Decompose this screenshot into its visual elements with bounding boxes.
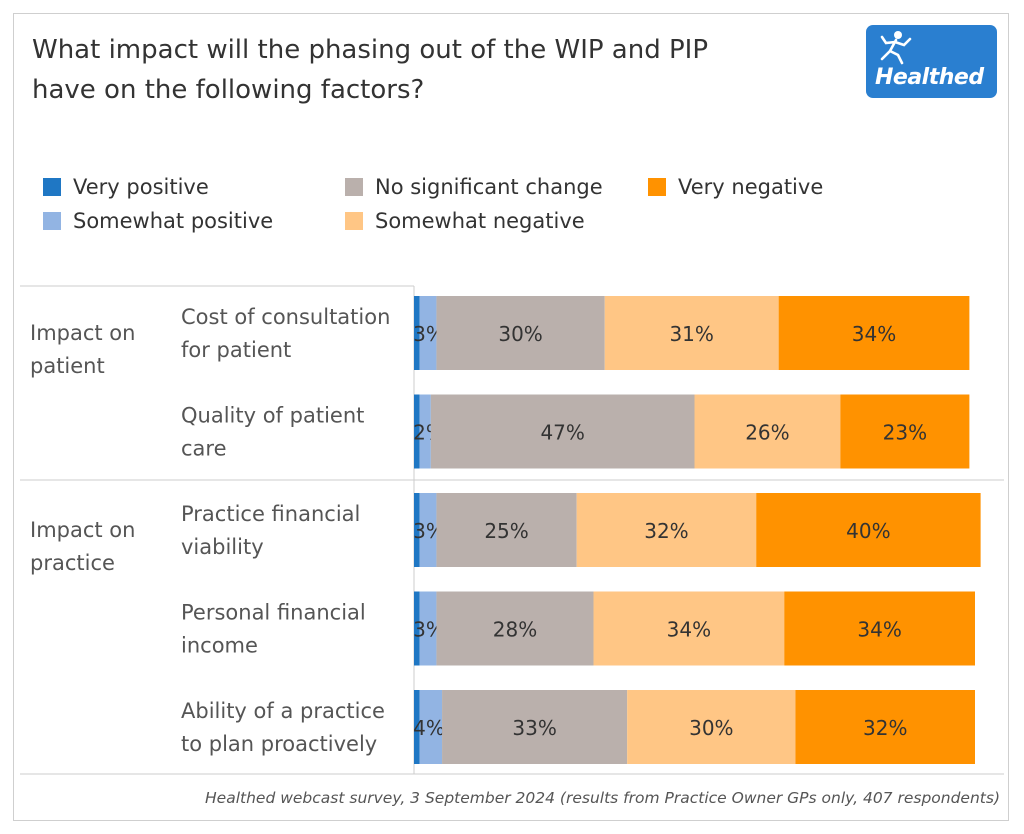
group-label-1-line-1: practice (30, 551, 115, 575)
chart-frame (13, 13, 1009, 821)
data-label-very_negative-row-4: 32% (863, 716, 907, 740)
category-label-3-line-0: Personal financial (181, 601, 366, 625)
title-line-2: have on the following factors? (32, 75, 425, 105)
category-label-1-line-1: care (181, 437, 227, 461)
category-label-4-line-0: Ability of a practice (181, 699, 385, 723)
data-label-no_change-row-3: 28% (493, 618, 537, 642)
data-label-no_change-row-0: 30% (498, 322, 542, 346)
bar-no_change-row-4 (442, 690, 628, 764)
legend-label-very-positive: Very positive (73, 175, 209, 199)
bar-very_negative-row-3 (784, 591, 975, 666)
legend-very-positive: Very positive (43, 174, 209, 200)
legend-swatch-very-positive (43, 178, 61, 196)
bar-very_positive-row-2 (414, 493, 420, 567)
data-label-somewhat_negative-row-0: 31% (669, 322, 713, 346)
bar-somewhat_positive-row-3 (419, 591, 437, 666)
legend-very-negative: Very negative (648, 174, 823, 200)
category-label-2-line-1: viability (181, 535, 264, 559)
legend-label-somewhat-positive: Somewhat positive (73, 209, 274, 233)
legend-no-change: No significant change (345, 174, 603, 200)
bar-no_change-row-2 (436, 493, 577, 567)
bar-no_change-row-3 (436, 591, 594, 666)
data-label-somewhat_negative-row-1: 26% (745, 421, 789, 445)
footnote: Healthed webcast survey, 3 September 202… (205, 789, 1000, 807)
bar-somewhat_negative-row-4 (627, 690, 796, 764)
data-label-somewhat_positive-row-4: 4% (413, 716, 445, 740)
data-label-no_change-row-2: 25% (484, 519, 528, 543)
bar-very_negative-row-1 (840, 394, 970, 469)
bar-somewhat_positive-row-1 (419, 394, 431, 469)
category-label-1-line-0: Quality of patient (181, 404, 364, 428)
data-label-no_change-row-1: 47% (540, 421, 584, 445)
legend-swatch-somewhat-negative (345, 212, 363, 230)
chart-title: What impact will the phasing out of the … (32, 30, 832, 110)
bar-very_positive-row-0 (414, 296, 420, 370)
logo-text: Healthed (875, 65, 984, 90)
group-label-1-line-0: Impact on (30, 518, 135, 542)
data-label-very_negative-row-3: 34% (857, 618, 901, 642)
bar-very_negative-row-4 (795, 690, 975, 764)
legend-somewhat-negative: Somewhat negative (345, 208, 585, 234)
bar-no_change-row-0 (436, 296, 605, 370)
title-line-1: What impact will the phasing out of the … (32, 35, 709, 65)
data-label-very_negative-row-1: 23% (883, 421, 927, 445)
group-label-0-line-0: Impact on (30, 321, 135, 345)
category-label-0-line-1: for patient (181, 338, 291, 362)
bar-somewhat_positive-row-0 (419, 296, 437, 370)
category-label-0-line-0: Cost of consultation (181, 305, 390, 329)
legend-label-somewhat-negative: Somewhat negative (375, 209, 585, 233)
data-label-somewhat_negative-row-3: 34% (667, 618, 711, 642)
bar-somewhat_negative-row-0 (604, 296, 779, 370)
data-label-no_change-row-4: 33% (512, 716, 556, 740)
bar-somewhat_positive-row-4 (419, 690, 443, 764)
healthed-logo: Healthed (866, 25, 997, 98)
bar-very_positive-row-1 (414, 394, 420, 469)
data-label-very_negative-row-0: 34% (852, 322, 896, 346)
data-label-somewhat_negative-row-2: 32% (644, 519, 688, 543)
bar-very_negative-row-0 (778, 296, 970, 370)
legend-swatch-very-negative (648, 178, 666, 196)
bar-very_negative-row-2 (756, 493, 981, 567)
runner-figure-icon (880, 31, 912, 65)
category-label-2-line-0: Practice financial (181, 502, 360, 526)
group-label-0-line-1: patient (30, 354, 105, 378)
data-label-somewhat_negative-row-4: 30% (689, 716, 733, 740)
bar-somewhat_negative-row-3 (593, 591, 785, 666)
bar-no_change-row-1 (430, 394, 695, 469)
legend-swatch-no-change (345, 178, 363, 196)
legend-somewhat-positive: Somewhat positive (43, 208, 273, 234)
category-label-4-line-1: to plan proactively (181, 732, 377, 756)
bar-very_positive-row-4 (414, 690, 420, 764)
bar-somewhat_negative-row-2 (576, 493, 757, 567)
bar-somewhat_negative-row-1 (694, 394, 841, 469)
legend-label-no-change: No significant change (375, 175, 603, 199)
legend-label-very-negative: Very negative (678, 175, 824, 199)
bar-somewhat_positive-row-2 (419, 493, 437, 567)
data-label-very_negative-row-2: 40% (846, 519, 890, 543)
bar-very_positive-row-3 (414, 591, 420, 666)
category-label-3-line-1: income (181, 634, 258, 658)
legend-swatch-somewhat-positive (43, 212, 61, 230)
